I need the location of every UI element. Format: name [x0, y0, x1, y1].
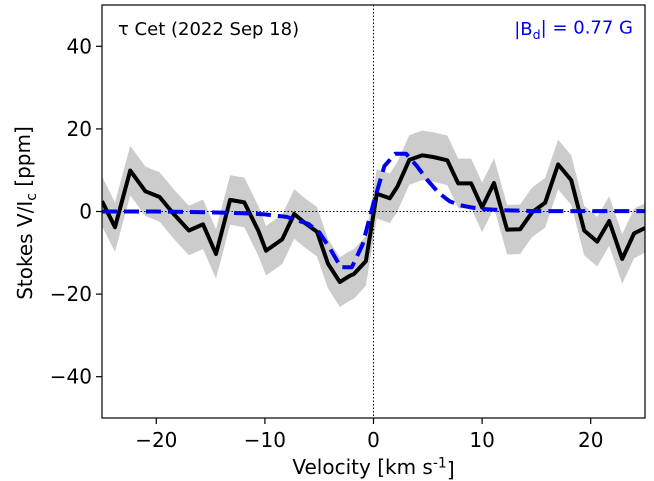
y-axis-label: Stokes V/Ic​ [ppm] [11, 126, 40, 300]
x-tick-label: −20 [135, 428, 177, 452]
label-segment: -1 [433, 456, 447, 472]
y-tick-label: −40 [50, 365, 92, 389]
x-tick-label: −10 [244, 428, 286, 452]
y-tick-label: 40 [67, 34, 92, 58]
label-segment: Velocity [km s [292, 455, 432, 479]
plot-inner [102, 5, 645, 418]
model-series-line [102, 151, 645, 270]
label-segment: d [533, 27, 541, 42]
x-tick-label: 20 [578, 428, 603, 452]
label-segment: ] [447, 458, 455, 481]
plot-area [102, 5, 645, 418]
y-tick-label: 20 [67, 117, 92, 141]
y-tick-label: −20 [50, 282, 92, 306]
field-strength-annotation: |Bd​| = 0.77 G [514, 17, 633, 41]
label-segment: |B [514, 19, 532, 40]
axes: −20 −10 0 10 20 −40 −20 0 20 40 [50, 4, 646, 452]
x-tick-label: 0 [367, 428, 380, 452]
label-segment: Stokes V/I [13, 201, 37, 300]
y-tick-label: 0 [79, 200, 92, 224]
label-segment: [ppm] [11, 126, 35, 193]
label-segment: | = 0.77 G [541, 17, 633, 38]
observed-series-line [102, 153, 645, 285]
star-date-annotation: τ Cet (2022 Sep 18) [118, 19, 299, 40]
x-tick-label: 10 [469, 428, 494, 452]
label-segment: c [24, 193, 40, 201]
x-axis-label: Velocity [km s-1​] [292, 455, 454, 481]
